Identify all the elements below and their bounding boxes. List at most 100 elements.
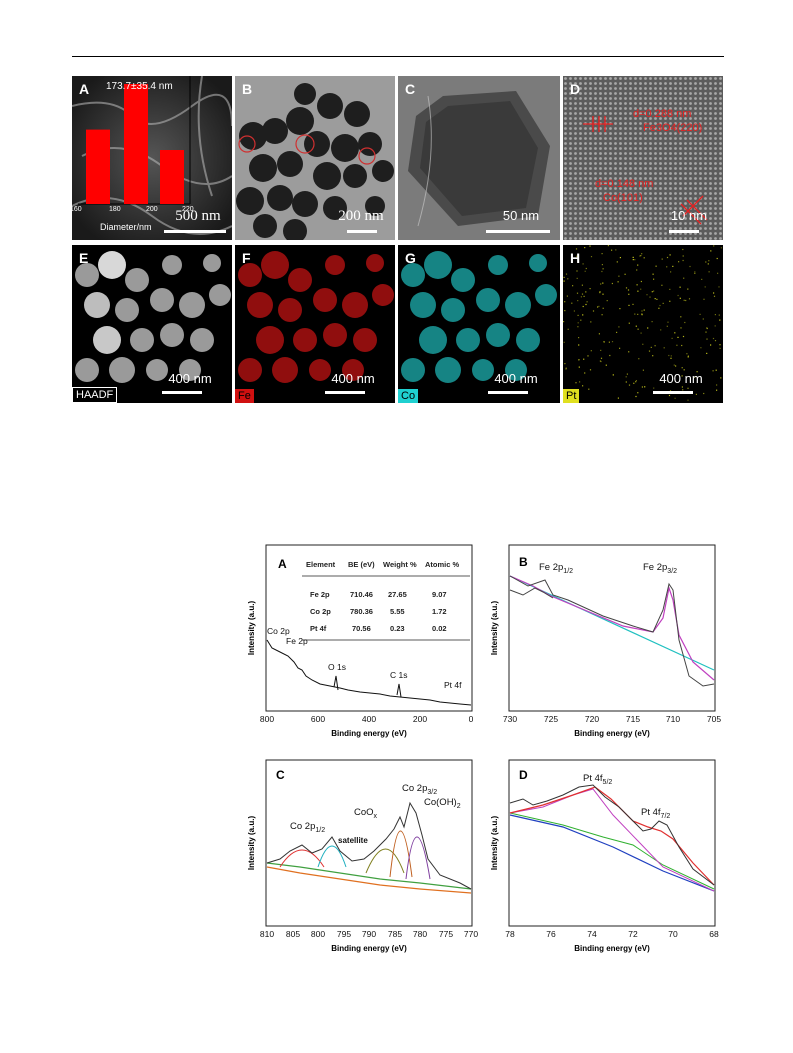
pt-signal-dot bbox=[565, 367, 567, 369]
pt-signal-dot bbox=[703, 392, 705, 395]
sem-texture bbox=[72, 76, 232, 240]
pt-signal-dot bbox=[708, 260, 710, 262]
pt-signal-dot bbox=[607, 245, 609, 247]
pt-signal-dot bbox=[669, 300, 671, 302]
pt-signal-dot bbox=[637, 328, 639, 330]
pt-signal-dot bbox=[637, 313, 639, 315]
pt-signal-dot bbox=[644, 386, 646, 388]
peak-label-fe2p12: Fe 2p1/2 bbox=[539, 562, 573, 575]
pt-signal-dot bbox=[676, 344, 678, 346]
pt-signal-dot bbox=[627, 289, 630, 291]
pt-signal-dot bbox=[628, 351, 630, 353]
pt-signal-dot bbox=[674, 397, 676, 399]
pt-signal-dot bbox=[601, 253, 603, 255]
pt-signal-dot bbox=[706, 338, 708, 340]
panel-label-b: B bbox=[242, 81, 253, 97]
pt-signal-dot bbox=[637, 290, 639, 292]
pt-signal-dot bbox=[694, 271, 696, 273]
table-header-atomic: Atomic % bbox=[425, 560, 460, 569]
fe-tag: Fe bbox=[235, 389, 254, 403]
hist-xtick-1: 180 bbox=[109, 206, 121, 213]
peak-label-co2p32: Co 2p3/2 bbox=[402, 783, 437, 796]
pt-signal-dot bbox=[605, 364, 607, 366]
peak-label-co2p12: Co 2p1/2 bbox=[290, 821, 325, 834]
pt-signal-dot bbox=[582, 263, 584, 265]
x-tick: 810 bbox=[260, 929, 274, 939]
pt-signal-dot bbox=[667, 321, 669, 323]
pt-signal-dot bbox=[615, 249, 617, 251]
pt-signal-dot bbox=[565, 273, 568, 275]
pt-signal-dot bbox=[677, 294, 679, 297]
table-cell: Pt 4f bbox=[310, 624, 327, 633]
pt-signal-dot bbox=[600, 349, 602, 351]
pt-signal-dot bbox=[638, 358, 640, 360]
pt-signal-dot bbox=[598, 305, 600, 307]
xps-a-label: A bbox=[278, 557, 287, 571]
table-header-be: BE (eV) bbox=[348, 560, 375, 569]
pt-signal-dot bbox=[577, 314, 579, 316]
pt-signal-dot bbox=[667, 380, 669, 382]
pt-signal-dot bbox=[679, 286, 681, 288]
pt-signal-dot bbox=[712, 370, 714, 372]
hist-xtick-2: 200 bbox=[146, 206, 158, 213]
pt-signal-dot bbox=[641, 314, 643, 316]
pt-signal-dot bbox=[589, 288, 591, 290]
scale-bar-g bbox=[488, 391, 528, 394]
pt-signal-dot bbox=[650, 346, 652, 348]
pt-signal-dot bbox=[563, 276, 565, 278]
pt-signal-dot bbox=[682, 389, 684, 391]
hist-xtick-3: 220 bbox=[182, 206, 194, 213]
scale-bar-f bbox=[325, 391, 365, 394]
pt-signal-dot bbox=[685, 299, 687, 302]
pt-signal-dot bbox=[641, 253, 643, 255]
scale-bar-h bbox=[653, 391, 693, 394]
peak-label-fe: Fe 2p bbox=[286, 636, 308, 646]
pt-signal-dot bbox=[718, 314, 720, 316]
table-cell: Co 2p bbox=[310, 607, 331, 616]
x-tick: 800 bbox=[311, 929, 325, 939]
pt-signal-dot bbox=[602, 307, 604, 309]
pt-signal-dot bbox=[666, 325, 668, 327]
pt-signal-dot bbox=[628, 304, 630, 306]
x-axis-label: Binding energy (eV) bbox=[331, 944, 407, 953]
peak-label-pt4f52: Pt 4f5/2 bbox=[583, 773, 612, 786]
pt-signal-dot bbox=[578, 366, 580, 368]
pt-signal-dot bbox=[584, 372, 586, 374]
x-tick: 790 bbox=[362, 929, 376, 939]
pt-signal-dot bbox=[563, 341, 565, 343]
panel-a-sem: A 173.7±35.4 nm 160 180 200 220 Diameter… bbox=[72, 76, 232, 240]
hist-title: 173.7±35.4 nm bbox=[106, 81, 173, 92]
pt-signal-dot bbox=[716, 389, 718, 391]
pt-signal-dot bbox=[714, 314, 716, 316]
pt-signal-dot bbox=[577, 326, 579, 328]
pt-signal-dot bbox=[589, 245, 591, 247]
xps-panel-d: D Pt 4f5/2 Pt 4f7/2 78 76 74 72 70 68 Bi… bbox=[490, 759, 719, 953]
pt-signal-dot bbox=[584, 247, 586, 249]
scale-bar-b bbox=[347, 230, 377, 233]
x-tick: 785 bbox=[388, 929, 402, 939]
pt-signal-dot bbox=[681, 367, 683, 369]
xps-d-label: D bbox=[519, 768, 528, 782]
pt-signal-dot bbox=[617, 397, 619, 399]
pt-signal-dot bbox=[687, 356, 689, 358]
pt-signal-dot bbox=[641, 386, 643, 388]
table-cell: Fe 2p bbox=[310, 590, 330, 599]
pt-signal-dot bbox=[590, 350, 592, 352]
pt-signal-dot bbox=[669, 254, 671, 256]
peak-label-pt: Pt 4f bbox=[444, 680, 462, 690]
pt-signal-dot bbox=[705, 261, 707, 263]
pt-signal-dot bbox=[653, 278, 655, 280]
pt-signal-dot bbox=[588, 388, 590, 390]
pt-signal-dot bbox=[635, 395, 637, 398]
pt-signal-dot bbox=[714, 340, 717, 342]
pt-signal-dot bbox=[642, 369, 644, 371]
pt-signal-dot bbox=[720, 247, 722, 249]
table-cell: 27.65 bbox=[388, 590, 407, 599]
fe-map bbox=[238, 251, 394, 383]
x-tick: 72 bbox=[628, 929, 638, 939]
pt-signal-dot bbox=[579, 381, 581, 383]
scale-label-b: 200 nm bbox=[338, 208, 384, 224]
panel-label-e: E bbox=[79, 250, 89, 266]
pt-signal-dot bbox=[589, 369, 592, 371]
pt-signal-dot bbox=[571, 302, 573, 304]
